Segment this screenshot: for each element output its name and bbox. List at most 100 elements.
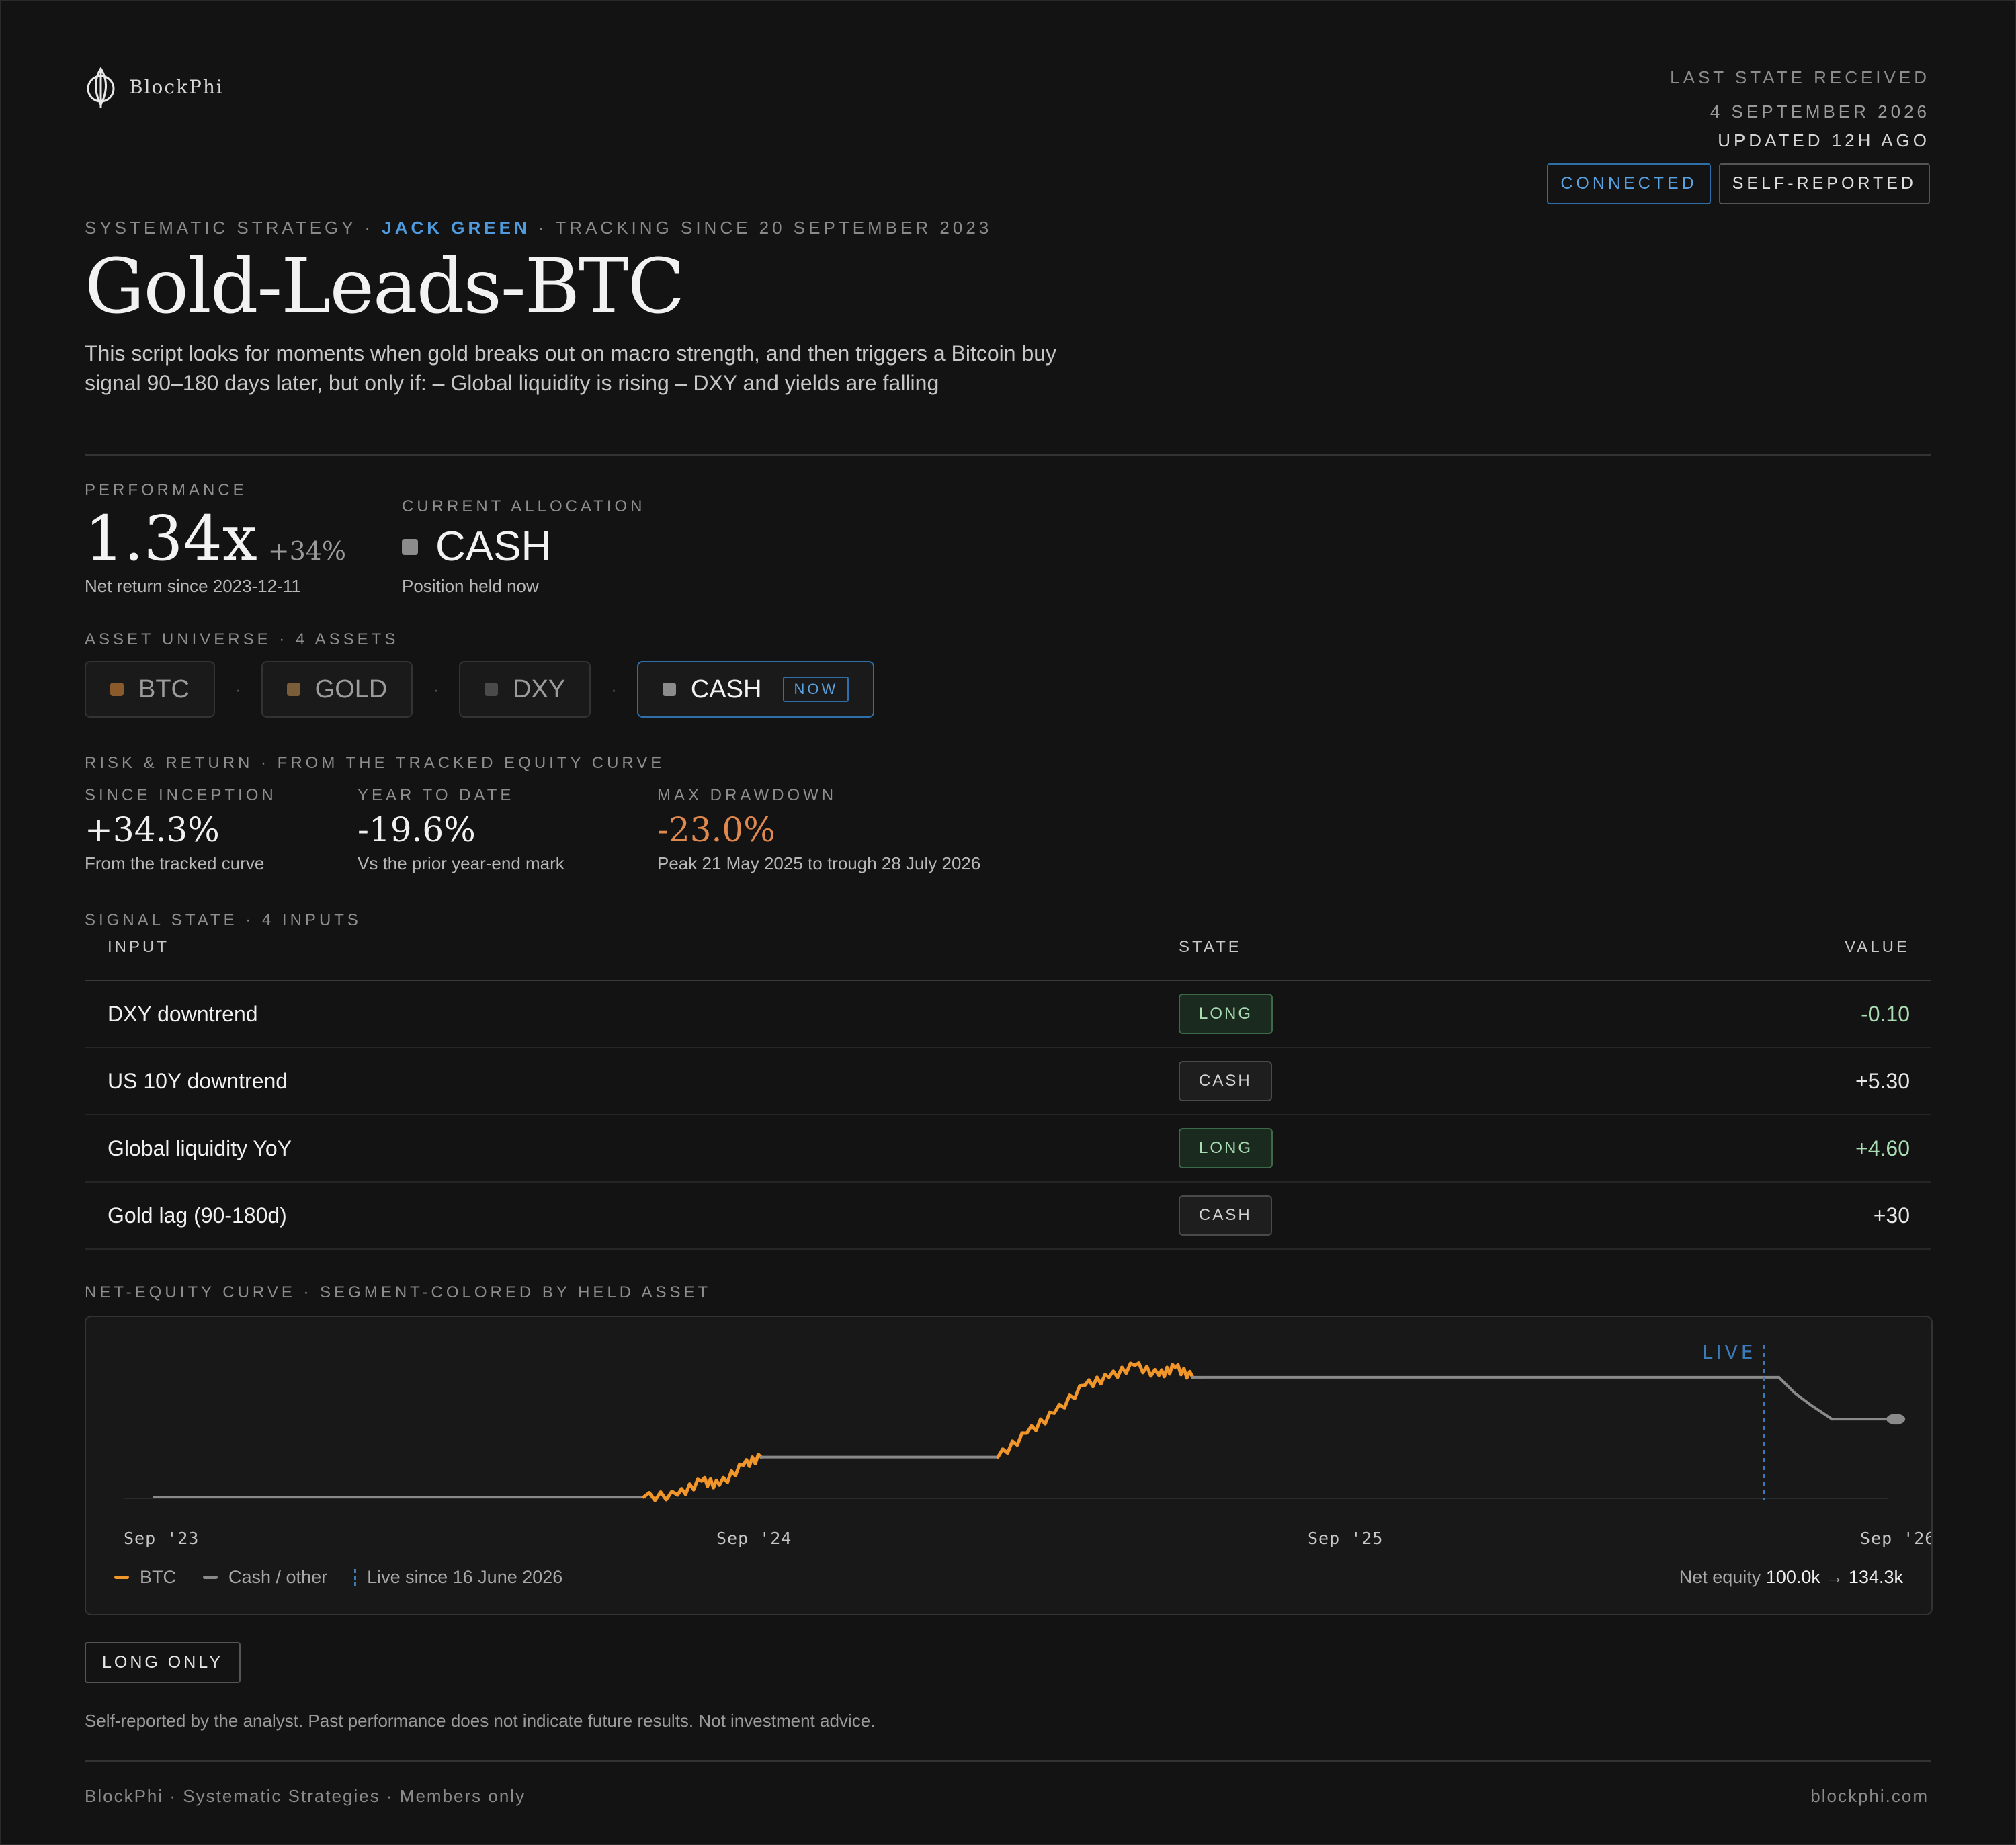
eyebrow-prefix: SYSTEMATIC STRATEGY · — [85, 218, 374, 238]
legend-label: BTC — [140, 1567, 176, 1587]
page-title: Gold-Leads-BTC — [85, 243, 685, 331]
column-header-input: INPUT — [108, 938, 169, 956]
equity-end-point — [1886, 1414, 1906, 1425]
equity-segment-btc — [642, 1490, 679, 1502]
dxy-color-icon — [485, 683, 499, 696]
asset-chip-cash[interactable]: CASH NOW — [636, 661, 875, 718]
state-pill: CASH — [1179, 1061, 1272, 1101]
legend-label: Cash / other — [228, 1567, 328, 1587]
x-tick-label: Sep '24 — [716, 1529, 792, 1548]
brand-logo[interactable]: BlockPhi — [85, 65, 224, 109]
gold-color-icon — [286, 683, 300, 696]
author-link[interactable]: JACK GREEN — [382, 218, 530, 238]
legend-item-cash: Cash / other — [203, 1567, 327, 1588]
allocation-sub: Position held now — [402, 576, 539, 596]
footer-link[interactable]: blockphi.com — [1810, 1786, 1929, 1806]
equity-chart-svg: LIVE Sep '23 Sep '24 Sep '25 Sep '26 — [124, 1341, 1935, 1548]
metric-sub: From the tracked curve — [85, 853, 265, 873]
asset-chips: BTC · GOLD · DXY · CASH NOW — [85, 661, 875, 718]
signal-input: DXY downtrend — [108, 1001, 258, 1026]
allocation-value: CASH — [435, 523, 552, 570]
performance-multiple: 1.34x — [85, 503, 257, 574]
column-header-state: STATE — [1179, 938, 1242, 956]
net-equity-arrow: → — [1825, 1567, 1844, 1587]
equity-segment-btc — [718, 1462, 745, 1487]
metric-max-drawdown: MAX DRAWDOWN -23.0% Peak 21 May 2025 to … — [657, 786, 980, 874]
x-tick-label: Sep '23 — [124, 1529, 199, 1548]
cash-color-icon — [662, 683, 676, 696]
equity-segment-btc — [1133, 1361, 1161, 1378]
metric-label: MAX DRAWDOWN — [657, 786, 837, 804]
allocation-label: CURRENT ALLOCATION — [402, 497, 646, 515]
blockphi-logo-icon — [87, 67, 115, 108]
metric-sub: Peak 21 May 2025 to trough 28 July 2026 — [657, 853, 981, 873]
metric-value: -19.6% — [358, 810, 476, 849]
risk-label: RISK & RETURN · FROM THE TRACKED EQUITY … — [85, 754, 665, 772]
state-pill: CASH — [1179, 1195, 1272, 1236]
x-tick-label: Sep '25 — [1308, 1529, 1383, 1548]
asset-chip-label: GOLD — [314, 675, 388, 703]
equity-segment-cash — [1809, 1404, 1834, 1421]
asset-chip-btc[interactable]: BTC — [85, 661, 215, 718]
asset-chip-label: BTC — [138, 675, 190, 703]
table-row: Gold lag (90-180d) CASH +30 — [85, 1183, 1931, 1250]
signal-value: -0.10 — [1861, 1001, 1910, 1026]
footer-left: BlockPhi · Systematic Strategies · Membe… — [85, 1786, 526, 1806]
disclaimer: Self-reported by the analyst. Past perfo… — [85, 1711, 876, 1731]
now-badge: NOW — [783, 677, 849, 702]
metric-value: -23.0% — [657, 810, 775, 849]
self-reported-badge: SELF-REPORTED — [1718, 163, 1930, 204]
state-pill: LONG — [1179, 1128, 1273, 1168]
live-marker-icon — [354, 1568, 357, 1586]
net-equity-end: 134.3k — [1848, 1567, 1903, 1587]
metric-value: +34.3% — [85, 810, 220, 849]
equity-segment-btc — [700, 1475, 721, 1490]
equity-segment-btc — [675, 1477, 704, 1497]
signal-table: INPUT STATE VALUE DXY downtrend LONG -0.… — [85, 938, 1931, 1250]
equity-segment-btc — [1083, 1373, 1111, 1389]
signals-label: SIGNAL STATE · 4 INPUTS — [85, 911, 362, 929]
performance-block: PERFORMANCE 1.34x +34% Net return since … — [85, 481, 346, 597]
performance-delta: +34% — [267, 536, 347, 566]
eyebrow-suffix: · TRACKING SINCE 20 SEPTEMBER 2023 — [538, 218, 993, 238]
state-pill: LONG — [1179, 994, 1273, 1034]
strategy-eyebrow: SYSTEMATIC STRATEGY · JACK GREEN · TRACK… — [85, 218, 992, 239]
universe-label: ASSET UNIVERSE · 4 ASSETS — [85, 630, 399, 648]
divider — [85, 454, 1931, 456]
equity-segment-btc — [1107, 1361, 1137, 1379]
chip-separator: · — [235, 679, 241, 699]
equity-segment-btc — [1052, 1383, 1087, 1415]
legend-item-live: Live since 16 June 2026 — [354, 1567, 562, 1588]
asset-chip-label: CASH — [690, 675, 762, 703]
table-row: US 10Y downtrend CASH +5.30 — [85, 1048, 1931, 1115]
chip-separator: · — [611, 679, 617, 699]
x-tick-label: Sep '26 — [1860, 1529, 1931, 1548]
asset-chip-dxy[interactable]: DXY — [459, 661, 591, 718]
performance-label: PERFORMANCE — [85, 481, 247, 499]
allocation-block: CURRENT ALLOCATION CASH Position held no… — [402, 497, 646, 597]
asset-chip-gold[interactable]: GOLD — [261, 661, 413, 718]
connected-badge: CONNECTED — [1547, 163, 1711, 204]
metric-year-to-date: YEAR TO DATE -19.6% Vs the prior year-en… — [358, 786, 564, 874]
btc-swatch-icon — [114, 1576, 129, 1579]
chart-label: NET-EQUITY CURVE · SEGMENT-COLORED BY HE… — [85, 1283, 712, 1301]
metric-label: YEAR TO DATE — [358, 786, 515, 804]
equity-segment-cash — [1777, 1375, 1797, 1395]
signal-input: Global liquidity YoY — [108, 1135, 292, 1160]
column-header-value: VALUE — [1845, 938, 1910, 956]
signal-value: +4.60 — [1855, 1135, 1910, 1160]
chip-separator: · — [433, 679, 439, 699]
signal-input: US 10Y downtrend — [108, 1068, 288, 1093]
table-row: Global liquidity YoY LONG +4.60 — [85, 1115, 1931, 1183]
table-header: INPUT STATE VALUE — [85, 938, 1931, 981]
net-equity-summary: Net equity 100.0k → 134.3k — [1679, 1567, 1903, 1588]
last-state-date: 4 SEPTEMBER 2026 — [1710, 101, 1930, 122]
metric-since-inception: SINCE INCEPTION +34.3% From the tracked … — [85, 786, 277, 874]
metric-sub: Vs the prior year-end mark — [358, 853, 564, 873]
allocation-color-icon — [402, 538, 418, 555]
cash-swatch-icon — [203, 1576, 218, 1579]
signal-value: +5.30 — [1855, 1068, 1910, 1093]
long-only-tag: LONG ONLY — [85, 1642, 241, 1683]
equity-segment-cash — [1794, 1391, 1812, 1407]
